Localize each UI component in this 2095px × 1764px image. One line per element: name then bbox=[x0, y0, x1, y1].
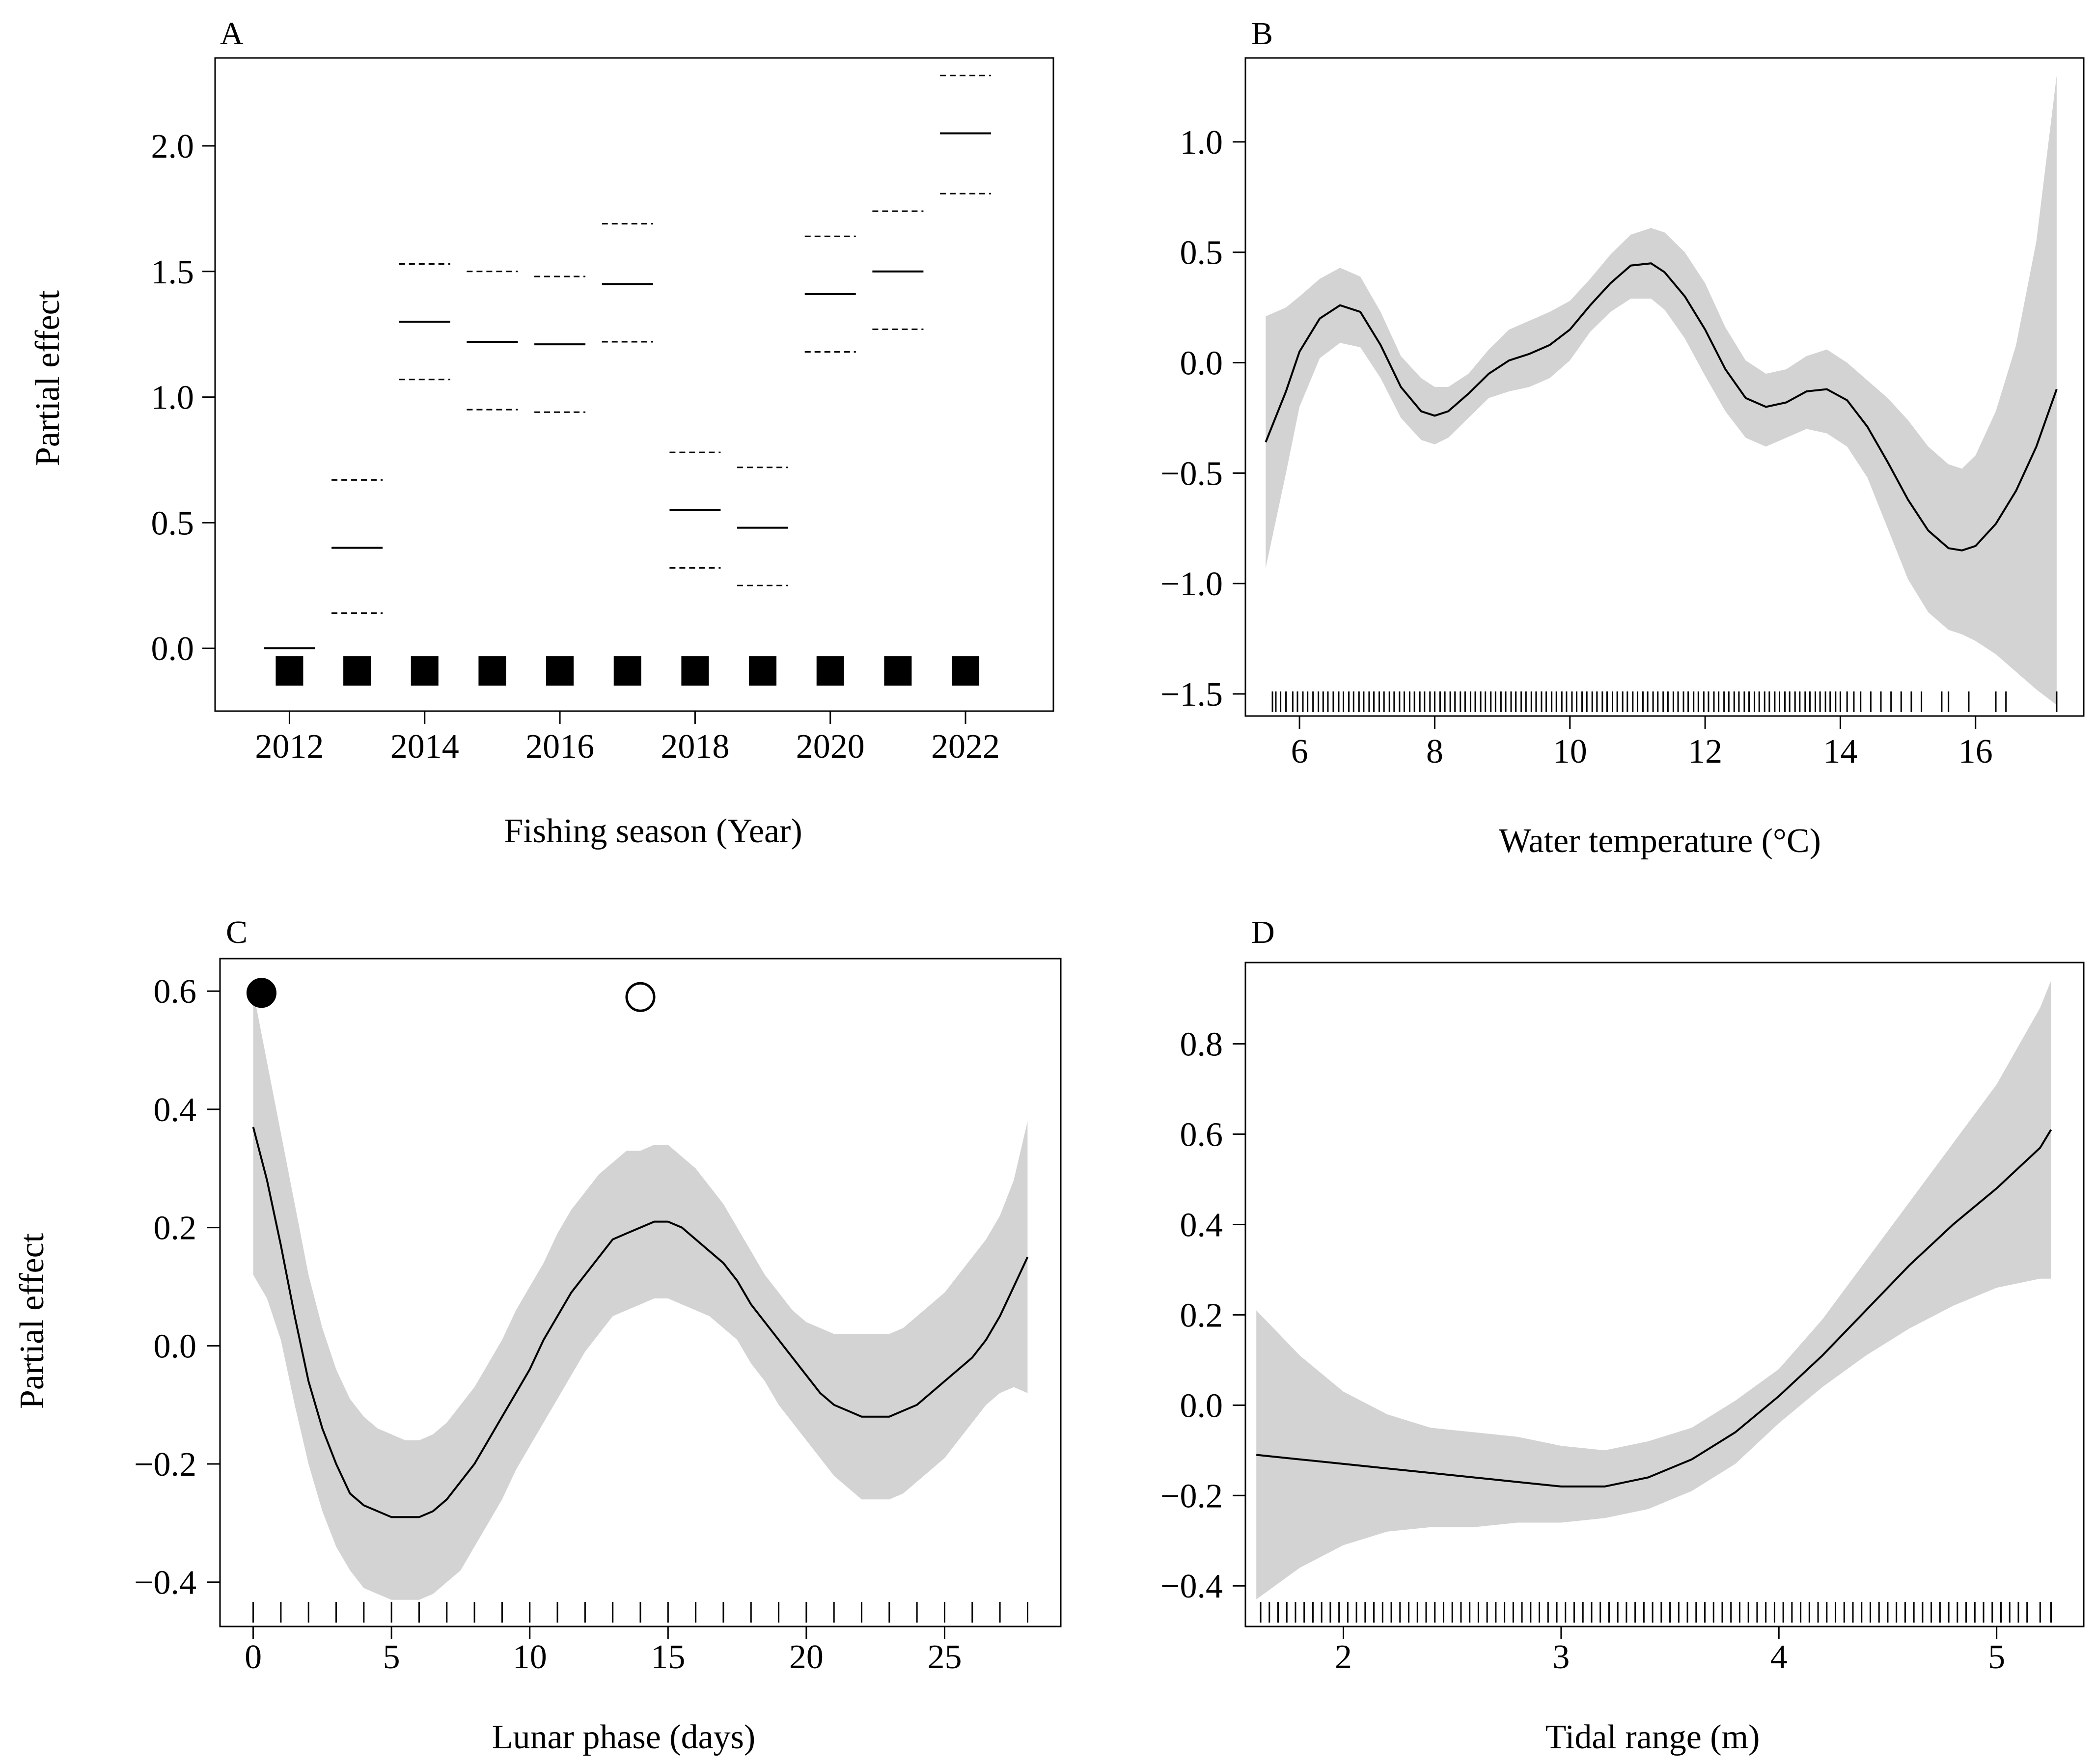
panel-c-y-tick-label: 0.6 bbox=[154, 973, 197, 1011]
panel-b-x-tick-label: 12 bbox=[1688, 733, 1722, 771]
panel-a-x-tick-label: 2022 bbox=[931, 728, 1000, 766]
panel-a-x-tick-label: 2018 bbox=[661, 728, 729, 766]
panel-a-rug-block bbox=[816, 656, 844, 686]
panel-c-y-tick-label: −0.2 bbox=[134, 1446, 196, 1484]
panel-a-plot-frame bbox=[214, 57, 1054, 712]
panel-c-fit-line bbox=[252, 1127, 1029, 1518]
panel-b-y-tick-label: 1.0 bbox=[1180, 124, 1223, 162]
panel-a-letter: A bbox=[220, 16, 244, 52]
panel-d-y-tick-label: 0.4 bbox=[1180, 1206, 1223, 1244]
panel-b-x-tick-label: 16 bbox=[1958, 733, 1993, 771]
panel-c-x-tick-label: 10 bbox=[513, 1638, 547, 1676]
panel-b-x-tick-label: 6 bbox=[1291, 733, 1308, 771]
panel-a-y-tick-label: 1.5 bbox=[151, 253, 194, 291]
panel-b-x-axis-title: Water temperature (°C) bbox=[1499, 822, 1821, 860]
panel-b-x-tick-label: 14 bbox=[1823, 733, 1857, 771]
panel-d-y-tick-label: 0.8 bbox=[1180, 1026, 1223, 1064]
panel-d-y-tick-label: 0.2 bbox=[1180, 1296, 1223, 1334]
panel-a-x-axis-title: Fishing season (Year) bbox=[504, 812, 802, 850]
panel-c-letter: C bbox=[226, 914, 248, 950]
new-moon-symbol bbox=[246, 978, 276, 1008]
panel-a-rug-block bbox=[613, 656, 641, 686]
panel-b-y-tick-label: −1.5 bbox=[1160, 676, 1223, 714]
panel-a-plot-layer bbox=[264, 75, 992, 686]
panel-c-y-axis-title: Partial effect bbox=[13, 1233, 51, 1409]
panel-c-plot-layer bbox=[246, 978, 1029, 1623]
panel-a-rug-block bbox=[276, 656, 303, 686]
panel-a-y-tick-label: 0.5 bbox=[151, 504, 194, 542]
panel-b-plot-layer bbox=[1265, 76, 2058, 712]
panel-d-x-tick-label: 3 bbox=[1552, 1638, 1570, 1676]
panel-a-x-tick-label: 2020 bbox=[796, 728, 865, 766]
panel-a-y-tick-label: 2.0 bbox=[151, 128, 194, 165]
panel-a-rug-block bbox=[884, 656, 912, 686]
panel-b-letter: B bbox=[1251, 16, 1273, 52]
panel-a-y-tick-label: 1.0 bbox=[151, 379, 194, 417]
panel-b-fit-line bbox=[1265, 262, 2058, 551]
panel-a-rug-block bbox=[681, 656, 709, 686]
panel-b-x-tick-label: 10 bbox=[1553, 733, 1587, 771]
panel-d-letter: D bbox=[1251, 914, 1275, 950]
panel-b-y-tick-label: −1.0 bbox=[1160, 565, 1223, 603]
panel-b-x-tick-label: 8 bbox=[1426, 733, 1443, 771]
panel-b-plot-frame bbox=[1244, 57, 2085, 717]
panel-d-fit-line bbox=[1256, 1129, 2052, 1488]
panel-c-y-tick-label: 0.2 bbox=[154, 1210, 197, 1247]
panel-c-x-tick-label: 0 bbox=[245, 1638, 262, 1676]
panel-d-y-tick-label: −0.4 bbox=[1160, 1568, 1223, 1605]
panel-a-x-tick-label: 2014 bbox=[390, 728, 459, 766]
panel-d-x-tick-label: 2 bbox=[1335, 1638, 1352, 1676]
panel-c-x-tick-label: 15 bbox=[651, 1638, 685, 1676]
panel-b-y-tick-label: −0.5 bbox=[1160, 455, 1223, 493]
panel-a-rug-block bbox=[952, 656, 980, 686]
panel-a-rug-block bbox=[343, 656, 371, 686]
panel-c-y-tick-label: −0.4 bbox=[134, 1564, 196, 1602]
panel-c-plot-frame bbox=[219, 958, 1062, 1627]
panel-c: C Lunar phase (days) Partial effect 0 5 10… bbox=[13, 914, 1062, 1756]
panel-a-y-axis-title: Partial effect bbox=[29, 290, 67, 466]
panel-c-y-tick-label: 0.4 bbox=[154, 1091, 197, 1129]
panel-d-x-tick-label: 5 bbox=[1988, 1638, 2005, 1676]
panel-d-confidence-band bbox=[1256, 980, 2051, 1599]
panel-b-y-tick-label: 0.5 bbox=[1180, 234, 1223, 272]
panel-b-y-tick-label: 0.0 bbox=[1180, 345, 1223, 383]
panel-c-x-axis-title: Lunar phase (days) bbox=[492, 1718, 755, 1756]
panel-d-y-tick-label: 0.0 bbox=[1180, 1387, 1223, 1425]
panel-d-x-axis-title: Tidal range (m) bbox=[1545, 1718, 1760, 1756]
panel-a-rug-block bbox=[478, 656, 506, 686]
panel-b-confidence-band bbox=[1266, 76, 2057, 705]
panel-c-x-tick-label: 5 bbox=[383, 1638, 400, 1676]
panel-c-y-tick-label: 0.0 bbox=[154, 1327, 197, 1365]
panel-c-x-tick-label: 20 bbox=[789, 1638, 824, 1676]
panel-a-y-tick-label: 0.0 bbox=[151, 630, 194, 668]
panel-d-x-tick-label: 4 bbox=[1770, 1638, 1788, 1676]
panel-c-x-tick-label: 25 bbox=[927, 1638, 962, 1676]
panel-d-plot-frame bbox=[1244, 962, 2085, 1627]
panel-d-y-tick-label: −0.2 bbox=[1160, 1477, 1223, 1515]
panel-b: B Water temperature (°C) 6 8 10 12 14 16 −1.5 −… bbox=[1160, 16, 2085, 860]
panel-d-plot-layer bbox=[1256, 980, 2052, 1623]
panel-c-confidence-band bbox=[253, 991, 1028, 1600]
panel-a-x-tick-label: 2016 bbox=[525, 728, 594, 766]
panel-a: A Fishing season (Year) Partial effect 2… bbox=[29, 16, 1054, 850]
panel-d: D Tidal range (m) 2 3 4 5 −0.4 −0.2 0.0 0.2 0.4 0… bbox=[1160, 914, 2085, 1756]
panel-a-x-tick-label: 2012 bbox=[255, 728, 324, 766]
full-moon-symbol bbox=[625, 982, 656, 1012]
panel-a-rug-block bbox=[749, 656, 777, 686]
panel-a-rug-block bbox=[411, 656, 439, 686]
panel-d-y-tick-label: 0.6 bbox=[1180, 1116, 1223, 1154]
panel-a-rug-block bbox=[546, 656, 574, 686]
